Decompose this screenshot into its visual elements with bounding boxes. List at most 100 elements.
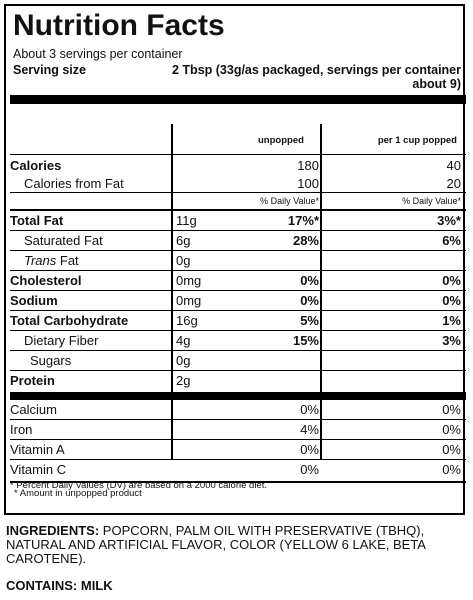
vitamin-label: Iron [10, 422, 33, 437]
calories-popped: 40 [446, 158, 461, 173]
nutrient-dv-unpopped: 5% [300, 313, 319, 328]
nutrient-dv-unpopped: 15% [292, 333, 319, 348]
nutrient-amount: 0mg [176, 293, 202, 308]
calories-fat-unpopped: 100 [297, 176, 319, 191]
nutrient-row: Cholesterol 0mg 0% 0% [6, 271, 467, 291]
ingredients-label: INGREDIENTS: [6, 523, 100, 538]
dv-header-1: % Daily Value* [260, 196, 319, 206]
divider [10, 209, 466, 211]
nutrient-dv-popped: 0% [442, 293, 461, 308]
vitamin-row: Vitamin C 0% 0% [6, 460, 467, 480]
nutrient-dv-unpopped: 28% [292, 233, 319, 248]
divider [10, 419, 466, 420]
nutrient-label: Protein [10, 373, 55, 388]
ingredients-text: POPCORN, PALM OIL WITH PRESERVATIVE (TBH… [6, 523, 426, 566]
calories-fat-row: Calories from Fat 100 20 [6, 174, 467, 194]
divider [10, 250, 466, 251]
nutrient-dv-unpopped: 0% [300, 293, 319, 308]
dv-header-row: % Daily Value* % Daily Value* [6, 193, 467, 209]
calories-unpopped: 180 [297, 158, 319, 173]
nutrient-row: Total Fat 11g 17%* 3%* [6, 211, 467, 231]
nutrient-row: Dietary Fiber 4g 15% 3% [6, 331, 467, 351]
nutrient-amount: 11g [176, 213, 197, 228]
col-header-unpopped: unpopped [258, 135, 304, 146]
vitamin-row: Calcium 0% 0% [6, 400, 467, 420]
nutrient-amount: 0g [176, 353, 191, 368]
column-divider [171, 124, 173, 459]
vitamin-dv-unpopped: 4% [300, 422, 319, 437]
divider [10, 350, 466, 351]
divider [10, 192, 466, 193]
nutrient-amount: 6g [176, 233, 191, 248]
nutrient-row: Sodium 0mg 0% 0% [6, 291, 467, 311]
divider [10, 459, 466, 460]
nutrient-row: Protein 2g [6, 371, 467, 391]
vitamin-label: Vitamin A [10, 442, 65, 457]
footnote-unpopped: * Amount in unpopped product [14, 488, 142, 499]
nutrient-dv-popped: 0% [442, 273, 461, 288]
serving-size-value: 2 Tbsp (33g/as packaged, servings per co… [172, 63, 461, 91]
serving-size-label: Serving size [13, 63, 86, 77]
divider [10, 290, 466, 291]
vitamin-row: Vitamin A 0% 0% [6, 440, 467, 460]
vitamin-dv-popped: 0% [442, 422, 461, 437]
vitamin-label: Calcium [10, 402, 57, 417]
divider [10, 330, 466, 331]
vitamin-dv-unpopped: 0% [300, 442, 319, 457]
nutrient-dv-popped: 6% [442, 233, 461, 248]
nutrition-facts-label: Nutrition Facts About 3 servings per con… [4, 4, 467, 515]
thick-divider [10, 95, 466, 104]
nutrient-row: Saturated Fat 6g 28% 6% [6, 231, 467, 251]
vitamin-dv-unpopped: 0% [300, 402, 319, 417]
servings-per-container: About 3 servings per container [13, 47, 183, 61]
nutrient-dv-popped: 3% [442, 333, 461, 348]
nutrient-row: Trans Fat 0g [6, 251, 467, 271]
calories-fat-label: Calories from Fat [24, 176, 124, 191]
vitamin-dv-unpopped: 0% [300, 462, 319, 477]
calories-label: Calories [10, 158, 62, 173]
nutrient-dv-unpopped: 0% [300, 273, 319, 288]
nutrient-label-rest: Fat [56, 253, 79, 268]
nutrient-label: Total Fat [10, 213, 64, 228]
dv-header-2: % Daily Value* [402, 196, 461, 206]
trans-italic: Trans [24, 253, 57, 268]
nutrient-label: Dietary Fiber [24, 333, 99, 348]
calories-fat-popped: 20 [446, 176, 461, 191]
label-title: Nutrition Facts [13, 9, 225, 42]
divider [10, 154, 466, 155]
nutrient-label: Total Carbohydrate [10, 313, 129, 328]
vitamin-label: Vitamin C [10, 462, 67, 477]
nutrient-dv-popped: 1% [442, 313, 461, 328]
nutrient-amount: 0g [176, 253, 191, 268]
calories-row: Calories 180 40 [6, 156, 467, 176]
footnote-daily-values: * Percent Daily Values (DV) are based on… [10, 480, 267, 491]
nutrient-amount: 4g [176, 333, 191, 348]
divider [10, 270, 466, 271]
divider [10, 481, 466, 483]
vitamin-dv-popped: 0% [442, 462, 461, 477]
nutrient-row: Total Carbohydrate 16g 5% 1% [6, 311, 467, 331]
nutrient-dv-popped: 3%* [437, 213, 461, 228]
nutrient-amount: 16g [176, 313, 198, 328]
nutrient-amount: 0mg [176, 273, 202, 288]
nutrient-amount: 2g [176, 373, 191, 388]
nutrient-label: Cholesterol [10, 273, 82, 288]
divider [10, 370, 466, 371]
nutrient-label: Saturated Fat [24, 233, 103, 248]
vitamin-dv-popped: 0% [442, 442, 461, 457]
ingredients: INGREDIENTS: POPCORN, PALM OIL WITH PRES… [6, 524, 468, 566]
divider [10, 310, 466, 311]
nutrient-row: Sugars 0g [6, 351, 467, 371]
nutrient-dv-unpopped: 17%* [287, 213, 319, 228]
vitamin-dv-popped: 0% [442, 402, 461, 417]
thick-divider [10, 392, 466, 400]
divider [10, 439, 466, 440]
nutrient-label: Sodium [10, 293, 58, 308]
column-divider [320, 124, 322, 459]
nutrient-label: Trans Fat [24, 253, 79, 268]
divider [10, 230, 466, 231]
allergen-contains: CONTAINS: MILK [6, 578, 113, 593]
nutrient-label: Sugars [30, 353, 72, 368]
vitamin-row: Iron 4% 0% [6, 420, 467, 440]
col-header-popped: per 1 cup popped [377, 135, 457, 146]
